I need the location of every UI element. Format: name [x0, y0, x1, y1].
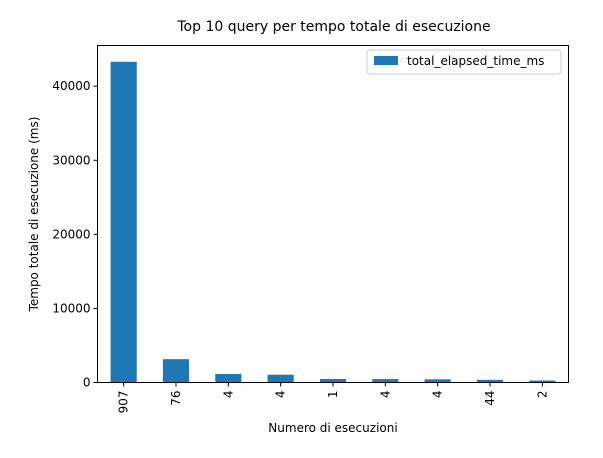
x-axis-ticks: 907 76 4 4 1 4 4 44 2 [117, 382, 549, 414]
bar [424, 379, 451, 383]
bar [110, 61, 137, 383]
y-tick-label: 10000 [52, 301, 90, 315]
legend-label: total_elapsed_time_ms [407, 54, 544, 68]
x-tick-label: 44 [483, 391, 497, 406]
y-axis-label: Tempo totale di esecuzione (ms) [27, 117, 41, 313]
bars-group [110, 61, 556, 383]
y-tick-label: 40000 [52, 79, 90, 93]
bar [476, 379, 504, 383]
legend: total_elapsed_time_ms [366, 49, 562, 75]
bar [529, 380, 556, 383]
x-tick-label: 1 [326, 391, 340, 399]
y-tick-label: 0 [83, 376, 91, 390]
x-tick-label: 4 [274, 391, 288, 399]
x-tick-label: 4 [221, 391, 235, 399]
legend-swatch [374, 56, 398, 65]
bar [215, 373, 242, 383]
y-tick-label: 20000 [52, 227, 90, 241]
x-tick-label: 76 [169, 391, 183, 406]
bar [319, 379, 347, 383]
legend-frame [366, 49, 562, 75]
y-tick-label: 30000 [52, 153, 90, 167]
x-tick-label: 907 [117, 391, 131, 414]
bar [372, 379, 399, 383]
x-tick-label: 4 [431, 391, 445, 399]
chart-title: Top 10 query per tempo totale di esecuzi… [176, 19, 490, 35]
bar [162, 359, 190, 383]
x-axis-label: Numero di esecuzioni [268, 421, 397, 435]
x-tick-label: 2 [535, 391, 549, 399]
bar [267, 374, 294, 383]
y-axis-ticks: 0 10000 20000 30000 40000 [52, 79, 98, 390]
x-tick-label: 4 [378, 391, 392, 399]
